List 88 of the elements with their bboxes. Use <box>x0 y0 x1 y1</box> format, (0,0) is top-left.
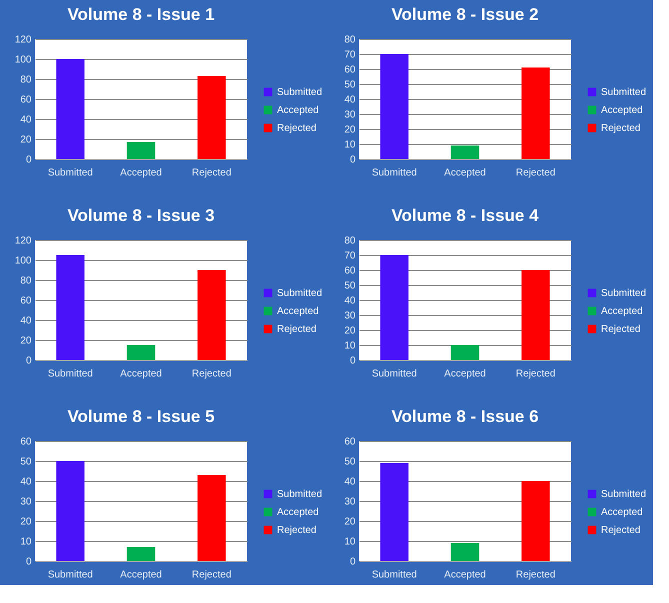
chart-title: Volume 8 - Issue 2 <box>391 5 539 24</box>
chart-title: Volume 8 - Issue 3 <box>67 206 215 225</box>
y-tick-label: 50 <box>344 280 356 292</box>
y-tick-label: 20 <box>344 516 356 528</box>
y-tick-label: 70 <box>344 250 356 262</box>
y-tick-label: 10 <box>20 536 32 548</box>
y-tick-label: 40 <box>344 296 356 306</box>
legend-label: Accepted <box>277 105 319 116</box>
legend-label: Submitted <box>601 489 646 500</box>
legend-label: Rejected <box>601 525 640 536</box>
y-tick-label: 20 <box>20 134 32 146</box>
y-tick-label: 40 <box>20 316 32 326</box>
y-tick-label: 10 <box>344 140 356 150</box>
legend-label: Rejected <box>277 525 316 536</box>
legend-label: Rejected <box>277 123 316 134</box>
y-tick-label: 20 <box>20 516 32 528</box>
y-tick-label: 100 <box>14 54 32 66</box>
y-tick-label: 60 <box>344 64 356 76</box>
x-tick-label: Accepted <box>444 168 486 178</box>
y-tick-label: 60 <box>20 296 32 306</box>
y-tick-label: 10 <box>344 340 356 352</box>
x-tick-label: Submitted <box>372 168 417 178</box>
x-tick-label: Rejected <box>516 168 556 178</box>
y-tick-label: 120 <box>14 34 32 46</box>
chart-title: Volume 8 - Issue 5 <box>67 407 215 426</box>
x-tick-label: Accepted <box>120 168 162 178</box>
legend-label: Submitted <box>277 489 322 500</box>
y-tick-label: 0 <box>350 356 356 366</box>
y-tick-label: 20 <box>20 336 32 346</box>
legend-label: Rejected <box>601 123 640 134</box>
y-tick-label: 60 <box>344 436 356 448</box>
y-tick-label: 80 <box>344 236 356 246</box>
y-tick-label: 40 <box>344 94 356 106</box>
y-tick-label: 20 <box>344 124 356 136</box>
legend-label: Rejected <box>601 324 640 335</box>
legend-label: Rejected <box>277 324 316 335</box>
y-tick-label: 60 <box>344 266 356 276</box>
legend-label: Accepted <box>277 507 319 518</box>
y-tick-label: 120 <box>14 236 32 246</box>
y-tick-label: 50 <box>344 80 356 90</box>
x-tick-label: Submitted <box>48 168 93 178</box>
y-tick-label: 30 <box>20 496 32 508</box>
legend-label: Accepted <box>277 306 319 317</box>
y-tick-label: 80 <box>20 74 32 86</box>
x-tick-label: Submitted <box>372 368 417 380</box>
y-tick-label: 60 <box>20 94 32 106</box>
y-tick-label: 0 <box>26 556 32 568</box>
x-tick-label: Accepted <box>120 368 162 380</box>
legend-label: Submitted <box>277 288 322 299</box>
y-tick-label: 30 <box>344 110 356 120</box>
x-tick-label: Accepted <box>444 570 486 580</box>
y-tick-label: 30 <box>344 496 356 508</box>
x-tick-label: Rejected <box>516 368 556 380</box>
y-tick-label: 0 <box>26 154 32 166</box>
legend-label: Submitted <box>277 87 322 98</box>
chart-title: Volume 8 - Issue 6 <box>391 407 539 426</box>
x-tick-label: Rejected <box>192 368 232 380</box>
y-tick-label: 0 <box>26 356 32 366</box>
x-tick-label: Submitted <box>48 570 93 580</box>
x-tick-label: Rejected <box>192 168 232 178</box>
y-tick-label: 40 <box>20 476 32 488</box>
y-tick-label: 50 <box>344 456 356 468</box>
y-tick-label: 30 <box>344 310 356 322</box>
y-tick-label: 70 <box>344 50 356 60</box>
y-tick-label: 0 <box>350 154 356 166</box>
legend-label: Accepted <box>601 306 643 317</box>
legend-label: Accepted <box>601 105 643 116</box>
x-tick-label: Rejected <box>516 570 556 580</box>
y-tick-label: 10 <box>344 536 356 548</box>
chart-title: Volume 8 - Issue 4 <box>391 206 540 225</box>
y-tick-label: 100 <box>14 256 32 266</box>
y-tick-label: 80 <box>344 34 356 46</box>
legend-label: Accepted <box>601 507 643 518</box>
y-tick-label: 50 <box>20 456 32 468</box>
y-tick-label: 60 <box>20 436 32 448</box>
x-tick-label: Submitted <box>48 368 93 380</box>
y-tick-label: 0 <box>350 556 356 568</box>
x-tick-label: Rejected <box>192 570 232 580</box>
y-tick-label: 40 <box>344 476 356 488</box>
x-tick-label: Accepted <box>120 570 162 580</box>
x-tick-label: Accepted <box>444 368 486 380</box>
chart-title: Volume 8 - Issue 1 <box>67 5 215 24</box>
legend-label: Submitted <box>601 87 646 98</box>
y-tick-label: 20 <box>344 326 356 336</box>
y-tick-label: 40 <box>20 114 32 126</box>
y-tick-label: 80 <box>20 276 32 286</box>
x-tick-label: Submitted <box>372 570 417 580</box>
legend-label: Submitted <box>601 288 646 299</box>
